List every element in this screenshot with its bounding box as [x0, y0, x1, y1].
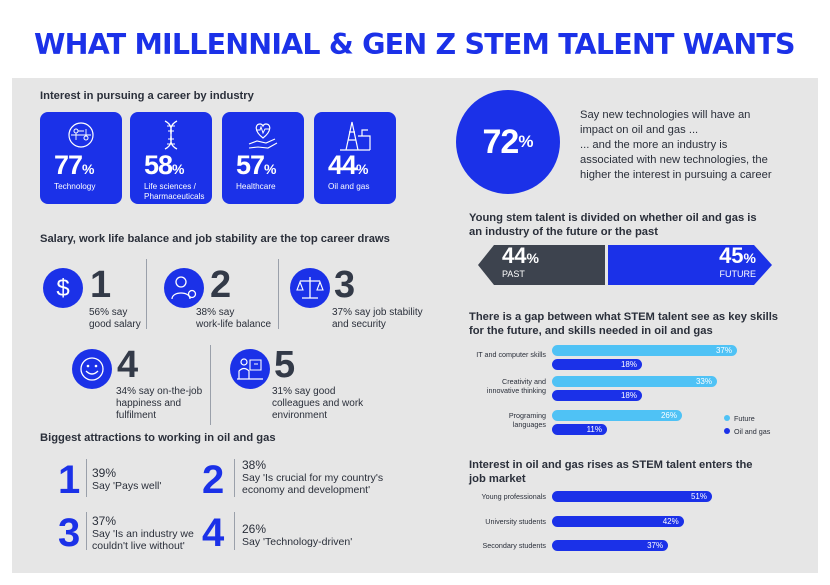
draw-text: 34% say on-the-job happiness and fulfilmen…: [116, 386, 203, 421]
skills-bar-value: 26%: [660, 411, 677, 420]
draw-rank: 3: [334, 264, 356, 306]
skills-bar-value: 33%: [695, 377, 712, 386]
smiley-icon: [72, 349, 112, 389]
skills-chart-title: There is a gap between what STEM talent …: [469, 311, 779, 337]
market-bar-value: 42%: [662, 517, 679, 526]
skills-bar-future: 26%: [552, 410, 682, 421]
divider: [234, 512, 235, 550]
skills-bar-value: 37%: [715, 346, 732, 355]
future-past-heading: Young stem talent is divided on whether …: [469, 212, 757, 238]
legend-oil-label: Oil and gas: [734, 427, 771, 436]
scales-icon: [290, 268, 330, 308]
market-bar: 42%: [552, 516, 684, 527]
draw-text: 56% say good salary: [89, 307, 141, 330]
legend-oil-swatch: [724, 428, 730, 434]
industry-tile-value: 57%: [236, 150, 277, 180]
industry-tile-label: Healthcare: [236, 182, 276, 191]
industry-tile-life-sciences: 58% Life sciences / Pharmaceuticals: [130, 112, 212, 204]
divider: [278, 259, 279, 329]
svg-text:$: $: [56, 275, 69, 302]
circuit-icon: [68, 122, 94, 148]
tech-impact-circle: 72%: [456, 90, 560, 194]
past-arrow: [478, 245, 605, 285]
divider: [86, 512, 87, 550]
market-category-label: Young professionals: [481, 492, 546, 501]
attractions-heading: Biggest attractions to working in oil an…: [40, 432, 276, 444]
draw-text: 38% say work-life balance: [196, 307, 272, 330]
attraction-text: 39% Say 'Pays well': [92, 466, 162, 492]
market-bar: 51%: [552, 491, 712, 502]
industry-tile-healthcare: 57% Healthcare: [222, 112, 304, 204]
draw-rank: 4: [117, 344, 139, 386]
industry-heading: Interest in pursuing a career by industr…: [40, 90, 254, 102]
divider: [86, 459, 87, 497]
future-arrow: [608, 245, 772, 285]
industry-tile-oil-gas: 44% Oil and gas: [314, 112, 396, 204]
page-title: WHAT MILLENNIAL & GEN Z STEM TALENT WANT…: [34, 28, 796, 61]
divider: [146, 259, 147, 329]
skills-bar-oil-gas: 18%: [552, 390, 642, 401]
market-category-label: University students: [485, 517, 546, 526]
attraction-rank: 1: [58, 458, 81, 502]
industry-tile-label: Life sciences / Pharmaceuticals: [144, 182, 205, 201]
presentation-icon: [230, 349, 270, 389]
skills-bar-value: 18%: [620, 391, 637, 400]
tech-impact-text: Say new technologies will have an impact …: [580, 109, 772, 181]
industry-tile-value: 77%: [54, 150, 95, 180]
legend-future-label: Future: [734, 414, 755, 423]
industry-tile-technology: 77% Technology: [40, 112, 122, 204]
oil-rig-icon: [340, 121, 371, 151]
market-bar-value: 51%: [690, 492, 707, 501]
skills-category-label: Programing languages: [508, 411, 546, 429]
skills-bar-future: 37%: [552, 345, 737, 356]
industry-tile-value: 58%: [144, 150, 185, 180]
draw-text: 37% say job stability and security: [332, 307, 423, 330]
divider: [210, 345, 211, 425]
skills-bar-oil-gas: 18%: [552, 359, 642, 370]
attraction-rank: 4: [202, 511, 225, 555]
person-gear-icon: [164, 268, 204, 308]
industry-tile-label: Oil and gas: [328, 182, 370, 191]
industry-tile-value: 44%: [328, 150, 369, 180]
divider: [234, 459, 235, 497]
skills-category-label: Creativity and innovative thinking: [486, 377, 546, 395]
attraction-rank: 2: [202, 458, 225, 502]
skills-bar-future: 33%: [552, 376, 717, 387]
attraction-text: 38% Say 'Is crucial for my country's econo…: [242, 458, 384, 496]
market-category-label: Secondary students: [482, 541, 546, 550]
draw-rank: 5: [274, 344, 296, 386]
future-label: 45% FUTURE: [719, 243, 756, 280]
infographic-page: WHAT MILLENNIAL & GEN Z STEM TALENT WANT…: [12, 12, 818, 573]
future-past-arrows: [478, 245, 772, 285]
draw-rank: 1: [90, 264, 112, 306]
title-bar: WHAT MILLENNIAL & GEN Z STEM TALENT WANT…: [12, 12, 818, 78]
industry-tile-label: Technology: [54, 182, 96, 191]
attraction-text: 37% Say 'Is an industry we couldn't live w…: [92, 514, 194, 552]
attraction-rank: 3: [58, 511, 81, 555]
skills-bar-oil-gas: 11%: [552, 424, 607, 435]
dollar-icon: $: [43, 268, 83, 308]
legend-future-swatch: [724, 415, 730, 421]
market-bar: 37%: [552, 540, 669, 551]
attraction-text: 26% Say 'Technology-driven': [242, 522, 353, 548]
draws-heading: Salary, work life balance and job stabil…: [40, 233, 390, 245]
skills-category-label: IT and computer skills: [476, 350, 546, 359]
skills-bar-value: 18%: [620, 360, 637, 369]
past-label: 44% PAST: [502, 243, 539, 280]
draw-text: 31% say good colleagues and work environme…: [272, 386, 364, 421]
market-bar-value: 37%: [647, 541, 664, 550]
draw-rank: 2: [210, 264, 232, 306]
dna-icon: [164, 120, 178, 150]
heart-hand-icon: [248, 123, 278, 149]
skills-bar-value: 11%: [586, 425, 602, 434]
market-chart-title: Interest in oil and gas rises as STEM ta…: [469, 459, 753, 485]
